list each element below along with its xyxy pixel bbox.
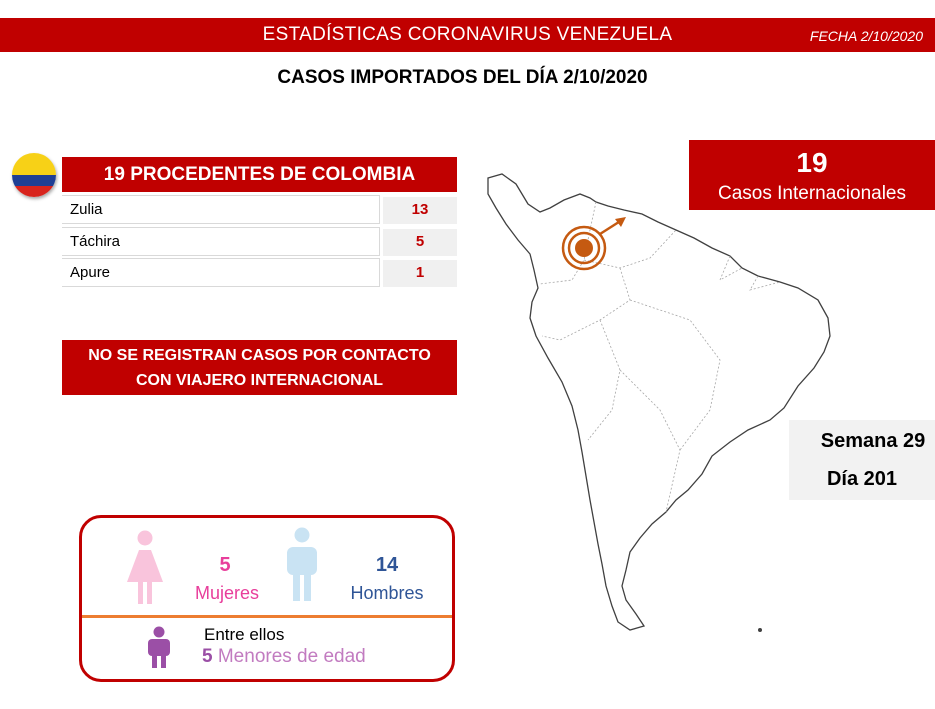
no-contact-line-1: NO SE REGISTRAN CASOS POR CONTACTO [88,347,431,364]
cases-table: Zulia 13 Táchira 5 Apure 1 [62,195,457,290]
state-cases: 13 [383,197,457,224]
subtitle: CASOS IMPORTADOS DEL DÍA 2/10/2020 [277,67,648,88]
no-contact-banner: NO SE REGISTRAN CASOS POR CONTACTO CON V… [62,340,457,395]
minors-count: 5 [202,646,213,667]
state-name: Táchira [62,226,380,256]
state-cases: 1 [383,260,457,287]
among-label: Entre ellos [204,625,285,644]
international-cases-box: 19 Casos Internacionales [689,140,935,210]
no-contact-line-2: CON VIAJERO INTERNACIONAL [135,372,384,389]
women-count: 5 [219,554,231,576]
day-label: Día 201 [826,468,898,490]
table-row: Zulia 13 [62,195,457,227]
woman-icon [127,530,163,604]
men-count: 14 [375,554,399,576]
colombia-table-title: 19 PROCEDENTES DE COLOMBIA [62,157,457,192]
south-america-map [487,173,831,632]
state-name: Apure [62,258,380,287]
man-icon [287,527,317,601]
minors-label: Menores de edad [217,646,366,667]
colombia-flag-icon [12,153,56,197]
week-label: Semana 29 [820,430,926,452]
international-count: 19 [796,147,828,178]
divider [82,615,452,618]
target-marker-icon [561,217,626,271]
men-label: Hombres [350,583,424,603]
child-icon [148,626,170,668]
gender-breakdown-box: 5 Mujeres 14 Hombres Entre ellos 5 Menor… [79,515,455,682]
page-title: ESTADÍSTICAS CORONAVIRUS VENEZUELA [262,24,673,45]
table-row: Apure 1 [62,258,457,290]
header-bar: ESTADÍSTICAS CORONAVIRUS VENEZUELA FECHA… [0,18,935,52]
minors-line: 5 Menores de edad [202,646,366,668]
header-date: FECHA 2/10/2020 [809,28,923,44]
international-label: Casos Internacionales [718,183,906,204]
week-day-box: Semana 29 Día 201 [789,420,935,500]
women-label: Mujeres [194,583,260,603]
table-row: Táchira 5 [62,226,457,259]
state-cases: 5 [383,228,457,256]
state-name: Zulia [62,195,380,224]
